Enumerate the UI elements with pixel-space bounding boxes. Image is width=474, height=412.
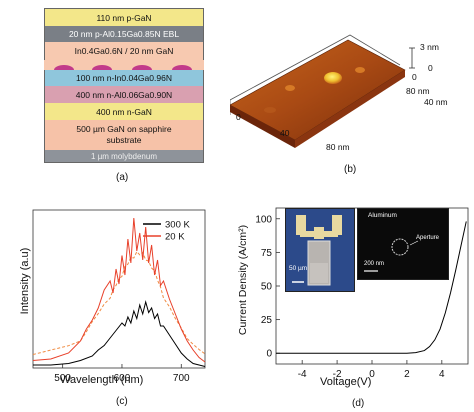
aperture-sem-inset: Aluminum Aperture 200 nm <box>357 208 449 280</box>
afm-x-tick-0: 0 <box>236 112 241 122</box>
afm-surface <box>230 34 415 148</box>
y-tick-label: 50 <box>261 282 273 293</box>
panel-d-ylabel: Current Density (A/cm²) <box>237 224 249 336</box>
jv-series-line <box>276 221 467 354</box>
device-micrograph-inset: 50 µm <box>285 208 355 292</box>
afm-z-zero-label: 0 <box>428 63 433 73</box>
panel-c-ylabel: Intensity (a.u) <box>19 247 31 315</box>
afm-x-tick-80: 80 nm <box>326 142 350 152</box>
panel-a-label: (a) <box>116 172 129 183</box>
afm-z-top-label: 3 nm <box>420 42 439 52</box>
x-tick-label: 600 <box>114 373 131 384</box>
panel-d-label: (d) <box>352 398 365 409</box>
x-tick-label: 0 <box>369 369 375 380</box>
x-tick-label: 700 <box>173 373 190 384</box>
x-tick-label: 2 <box>404 369 410 380</box>
panel-d-xlabel: Voltage(V) <box>320 376 372 388</box>
layer-ebl: 20 nm p-Al0.15Ga0.85N EBL <box>44 26 204 42</box>
layer-ingan-qd: In0.4Ga0.6N / 20 nm GaN <box>44 42 204 60</box>
panel-b-label: (b) <box>344 164 357 175</box>
envelope-fit <box>32 250 206 356</box>
inset-right-scale: 200 nm <box>364 261 385 267</box>
pl-spectrum-chart: 500 600 700 300 K20 K <box>32 209 206 384</box>
y-tick-label: 75 <box>261 248 273 259</box>
layer-p-gan: 110 nm p-GaN <box>44 8 204 26</box>
afm-y-tick-40: 40 nm <box>424 97 448 107</box>
layer-n-algan: 400 nm n-Al0.06Ga0.90N <box>44 86 204 103</box>
panel-c-label: (c) <box>116 396 128 407</box>
afm-x-tick-40: 40 <box>280 128 290 138</box>
x-tick-label: 4 <box>439 369 445 380</box>
layer-molybdenum: 1 µm molybdenum <box>44 150 204 163</box>
x-tick-label: 500 <box>54 373 71 384</box>
quantum-dots <box>44 60 204 70</box>
x-tick-label: -4 <box>298 369 307 380</box>
x-tick-label: -2 <box>333 369 342 380</box>
y-tick-label: 25 <box>261 315 273 326</box>
layer-n-gan: 400 nm n-GaN <box>44 103 204 120</box>
y-tick-label: 0 <box>266 349 272 360</box>
series-line-20-k <box>32 217 206 363</box>
inset-right-title: Aluminum <box>368 212 397 219</box>
plot-frame <box>32 209 206 369</box>
aperture-ring <box>364 238 419 272</box>
device-pattern <box>292 215 342 286</box>
inset-left-scale: 50 µm <box>289 265 308 272</box>
afm-y-tick-0: 0 <box>412 72 417 82</box>
jv-curve-chart: -4 -2 0 2 4 0 25 50 75 100 <box>255 207 469 380</box>
series-line-300-k <box>33 300 206 367</box>
panel-c-xlabel: Wavelength (nm) <box>60 374 144 386</box>
legend-label: 20 K <box>165 232 185 243</box>
legend-label: 300 K <box>165 220 190 231</box>
inset-right-aperture-label: Aperture <box>416 235 440 241</box>
layer-substrate: 500 µm GaN on sapphire substrate <box>44 120 204 150</box>
afm-y-tick-80: 80 nm <box>406 86 430 96</box>
layer-n-ingan: 100 nm n-In0.04Ga0.96N <box>44 70 204 86</box>
y-tick-label: 100 <box>255 214 272 225</box>
